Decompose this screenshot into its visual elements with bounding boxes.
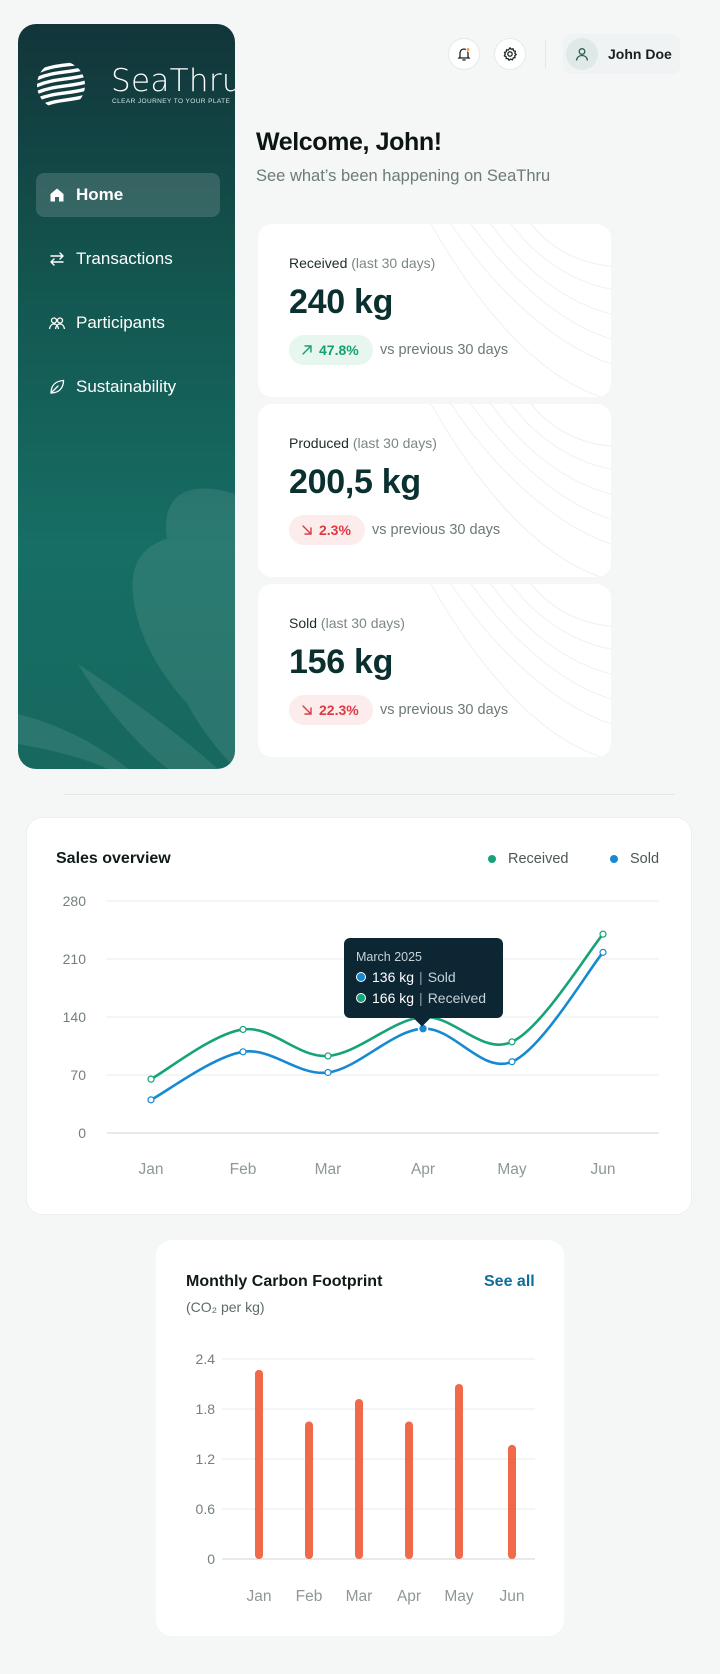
page-subtitle: See what’s been happening on SeaThru (256, 167, 551, 185)
tooltip-row-received: 166 kg | Received (356, 990, 486, 1006)
brand-tagline: CLEAR JOURNEY TO YOUR PLATE (112, 98, 231, 105)
tooltip-row-sold: 136 kg | Sold (356, 969, 456, 985)
sales-title: Sales overview (56, 850, 171, 867)
card-line-decoration (430, 224, 611, 397)
compare-text: vs previous 30 days (380, 702, 509, 718)
arrows-swap-icon (50, 252, 64, 266)
sidebar-item-home[interactable]: Home (36, 173, 220, 217)
gear-icon (503, 47, 517, 61)
card-line-decoration (430, 584, 611, 757)
stat-label: Received (last 30 days) (289, 255, 436, 271)
sidebar-item-label: Participants (76, 313, 165, 332)
see-all-link[interactable]: See all (484, 1273, 535, 1290)
stat-value: 200,5 kg (289, 463, 421, 501)
compare-text: vs previous 30 days (372, 522, 501, 538)
leaf-icon (50, 379, 65, 394)
carbon-title: Monthly Carbon Footprint (186, 1273, 383, 1290)
stat-label: Produced (last 30 days) (289, 435, 437, 451)
section-divider (64, 794, 675, 795)
compare-text: vs previous 30 days (380, 342, 509, 358)
user-icon (575, 48, 589, 61)
change-badge: 22.3% (289, 695, 373, 725)
sidebar-nav: Home Transactions Participants Sustainab… (36, 173, 220, 429)
avatar (566, 38, 598, 70)
notifications-button[interactable] (448, 38, 480, 70)
stat-value: 156 kg (289, 643, 394, 681)
home-icon (50, 188, 64, 202)
card-line-decoration (430, 404, 611, 577)
arrow-up-right-icon (302, 345, 312, 355)
legend-dot (610, 855, 618, 863)
change-badge: 47.8% (289, 335, 373, 365)
topbar-divider (545, 40, 546, 68)
bell-icon (457, 47, 471, 61)
stat-card-received: Received (last 30 days) 240 kg 47.8% vs … (258, 224, 611, 397)
sidebar-wave-decoration (18, 488, 235, 769)
chart-tooltip: March 2025 136 kg | Sold 166 kg | Receiv… (344, 938, 503, 1018)
sidebar-item-participants[interactable]: Participants (36, 301, 220, 345)
seathru-logo-icon (37, 61, 85, 109)
tooltip-dot (356, 972, 366, 982)
sidebar-item-label: Home (76, 185, 124, 204)
page-title: Welcome, John! (256, 128, 442, 156)
sidebar-item-transactions[interactable]: Transactions (36, 237, 220, 281)
sidebar: SeaThru CLEAR JOURNEY TO YOUR PLATE Home… (18, 24, 235, 769)
stat-label: Sold (last 30 days) (289, 615, 405, 631)
brand-name: SeaThru (111, 63, 235, 99)
tooltip-date: March 2025 (356, 950, 423, 964)
tooltip-dot (356, 993, 366, 1003)
carbon-subtitle: (CO₂ per kg) (186, 1299, 265, 1315)
arrow-down-right-icon (302, 525, 312, 535)
sidebar-item-sustainability[interactable]: Sustainability (36, 365, 220, 409)
stat-card-produced: Produced (last 30 days) 200,5 kg 2.3% vs… (258, 404, 611, 577)
user-menu[interactable]: John Doe (563, 34, 680, 74)
change-badge: 2.3% (289, 515, 365, 545)
stat-card-sold: Sold (last 30 days) 156 kg 22.3% vs prev… (258, 584, 611, 757)
arrow-down-right-icon (302, 705, 312, 715)
sidebar-item-label: Transactions (76, 249, 173, 268)
settings-button[interactable] (494, 38, 526, 70)
stat-value: 240 kg (289, 283, 394, 321)
legend-dot (488, 855, 496, 863)
brand-logo[interactable]: SeaThru CLEAR JOURNEY TO YOUR PLATE (36, 60, 235, 110)
users-icon (48, 317, 66, 330)
user-name: John Doe (608, 46, 672, 62)
legend-received: Received (488, 851, 568, 867)
sidebar-item-label: Sustainability (76, 377, 177, 396)
legend-sold: Sold (610, 851, 659, 867)
